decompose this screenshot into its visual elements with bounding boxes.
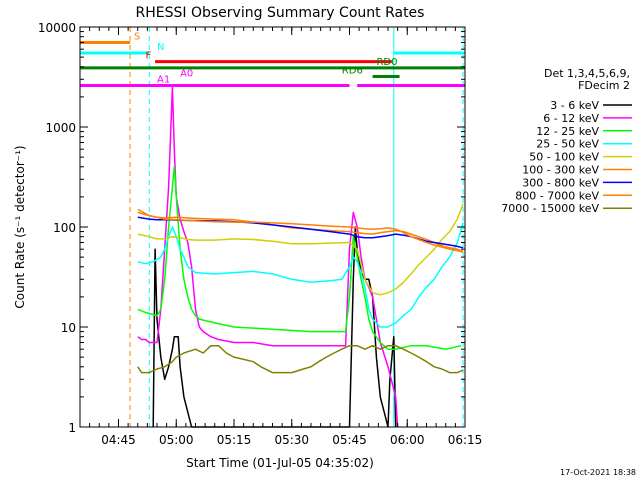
- axes: 04:45 05:00 05:15 05:30 05:45 06:00 06:15 1 10 10…: [38, 21, 482, 447]
- flag-label-s: S: [134, 31, 140, 42]
- series-line-4: [137, 203, 464, 296]
- y-tick-label-4: 10000: [38, 21, 76, 35]
- footer-date: 17-Oct-2021 18:38: [560, 468, 636, 477]
- flag-label-rd0: RD0: [376, 57, 397, 68]
- x-tick-label-0: 04:45: [101, 433, 136, 447]
- x-tick-label-3: 05:30: [274, 433, 309, 447]
- y-axis-label: Count Rate (s⁻¹ detector⁻¹): [13, 145, 27, 308]
- flag-label-n: N: [157, 42, 164, 53]
- legend-label-1: 6 - 12 keV: [543, 112, 599, 125]
- legend-header-0: Det 1,3,4,5,6,9,: [544, 67, 630, 80]
- series-line-2: [137, 166, 462, 350]
- series-line-7: [137, 211, 464, 253]
- x-tick-label-6: 06:15: [448, 433, 483, 447]
- legend-label-6: 300 - 800 keV: [522, 176, 599, 189]
- x-tick-label-5: 06:00: [390, 433, 425, 447]
- y-tick-label-0: 1: [68, 421, 76, 435]
- flag-label-f: F: [145, 51, 151, 62]
- flag-label-rd6: RD6: [342, 65, 363, 76]
- legend-label-2: 12 - 25 keV: [536, 125, 599, 138]
- y-tick-label-2: 100: [53, 221, 76, 235]
- series-line-5: [137, 208, 464, 253]
- legend-label-5: 100 - 300 keV: [522, 164, 599, 177]
- plot-area: S NF RD0 RD6 A0 A1: [79, 27, 465, 428]
- x-tick-label-2: 05:15: [217, 433, 252, 447]
- legend-header-1: FDecim 2: [578, 79, 630, 92]
- x-tick-label-1: 05:00: [159, 433, 194, 447]
- chart-title: RHESSI Observing Summary Count Rates: [136, 5, 425, 21]
- y-tick-label-1: 10: [61, 321, 76, 335]
- series-line-8: [137, 344, 464, 374]
- legend-label-3: 25 - 50 keV: [536, 138, 599, 151]
- legend-label-4: 50 - 100 keV: [529, 151, 599, 164]
- series-line-3: [137, 222, 464, 328]
- x-axis-label: Start Time (01-Jul-05 04:35:02): [186, 456, 374, 470]
- legend-label-8: 7000 - 15000 keV: [501, 202, 599, 215]
- y-tick-label-3: 1000: [45, 121, 76, 135]
- flag-label-a0: A0: [180, 68, 193, 79]
- flag-label-a1: A1: [157, 75, 170, 86]
- legend-label-7: 800 - 7000 keV: [515, 189, 599, 202]
- legend-label-0: 3 - 6 keV: [550, 99, 599, 112]
- x-tick-label-4: 05:45: [332, 433, 367, 447]
